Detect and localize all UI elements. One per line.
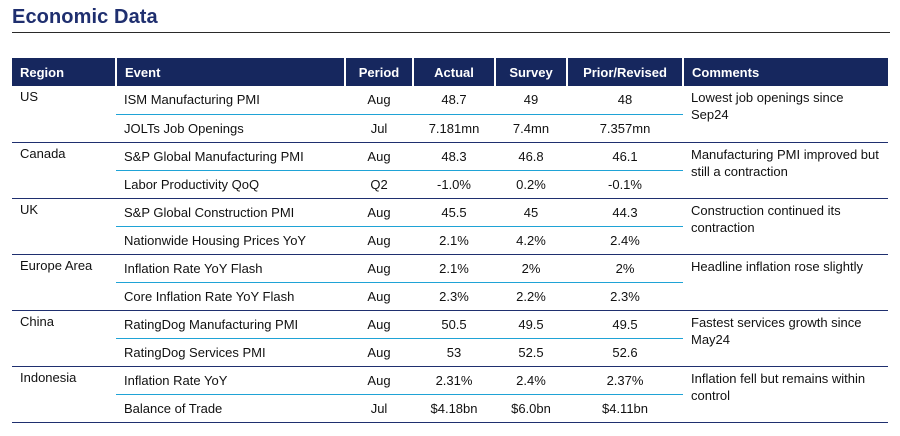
survey-cell: 45 <box>495 198 567 227</box>
region-cell: Indonesia <box>12 366 116 423</box>
table-row: RatingDog Services PMI Aug 53 52.5 52.6 <box>12 338 888 367</box>
survey-cell: 49.5 <box>495 310 567 339</box>
comment-cell: Inflation fell but remains within contro… <box>683 366 888 423</box>
survey-cell: 2.2% <box>495 282 567 311</box>
comment-cell: Headline inflation rose slightly <box>683 254 888 311</box>
table-row: JOLTs Job Openings Jul 7.181mn 7.4mn 7.3… <box>12 114 888 143</box>
event-cell: Inflation Rate YoY Flash <box>116 254 345 283</box>
period-cell: Aug <box>345 338 413 367</box>
actual-cell: 50.5 <box>413 310 495 339</box>
actual-cell: 2.1% <box>413 254 495 283</box>
period-cell: Aug <box>345 226 413 255</box>
table-row: Core Inflation Rate YoY Flash Aug 2.3% 2… <box>12 282 888 311</box>
survey-cell: 0.2% <box>495 170 567 199</box>
period-cell: Jul <box>345 114 413 143</box>
actual-cell: 2.3% <box>413 282 495 311</box>
prior-cell: 2.4% <box>567 226 683 255</box>
actual-cell: 7.181mn <box>413 114 495 143</box>
prior-cell: 44.3 <box>567 198 683 227</box>
prior-cell: 52.6 <box>567 338 683 367</box>
economic-data-table: Region Event Period Actual Survey Prior/… <box>12 58 888 423</box>
event-cell: ISM Manufacturing PMI <box>116 86 345 115</box>
prior-cell: -0.1% <box>567 170 683 199</box>
event-cell: RatingDog Manufacturing PMI <box>116 310 345 339</box>
period-cell: Aug <box>345 310 413 339</box>
survey-cell: $6.0bn <box>495 394 567 423</box>
comment-cell: Lowest job openings since Sep24 <box>683 86 888 143</box>
actual-cell: 2.31% <box>413 366 495 395</box>
period-cell: Aug <box>345 142 413 171</box>
table-row: Canada S&P Global Manufacturing PMI Aug … <box>12 142 888 199</box>
prior-cell: 7.357mn <box>567 114 683 143</box>
region-cell: Canada <box>12 142 116 199</box>
actual-cell: $4.18bn <box>413 394 495 423</box>
comment-cell: Manufacturing PMI improved but still a c… <box>683 142 888 199</box>
comment-cell: Construction continued its contraction <box>683 198 888 255</box>
survey-cell: 46.8 <box>495 142 567 171</box>
prior-cell: 2% <box>567 254 683 283</box>
header-actual: Actual <box>413 58 496 86</box>
header-comments: Comments <box>683 58 888 86</box>
table-row: China RatingDog Manufacturing PMI Aug 50… <box>12 310 888 367</box>
header-event: Event <box>116 58 346 86</box>
event-cell: S&P Global Construction PMI <box>116 198 345 227</box>
event-cell: S&P Global Manufacturing PMI <box>116 142 345 171</box>
period-cell: Jul <box>345 394 413 423</box>
title-divider <box>12 32 890 33</box>
event-cell: Inflation Rate YoY <box>116 366 345 395</box>
period-cell: Aug <box>345 366 413 395</box>
table-row: Indonesia Inflation Rate YoY Aug 2.31% 2… <box>12 366 888 423</box>
actual-cell: 53 <box>413 338 495 367</box>
period-cell: Aug <box>345 86 413 115</box>
prior-cell: 2.3% <box>567 282 683 311</box>
period-cell: Q2 <box>345 170 413 199</box>
survey-cell: 2% <box>495 254 567 283</box>
header-survey: Survey <box>495 58 568 86</box>
region-cell: Europe Area <box>12 254 116 311</box>
table-row: Labor Productivity QoQ Q2 -1.0% 0.2% -0.… <box>12 170 888 199</box>
survey-cell: 7.4mn <box>495 114 567 143</box>
comment-cell: Fastest services growth since May24 <box>683 310 888 367</box>
region-cell: UK <box>12 198 116 255</box>
actual-cell: 2.1% <box>413 226 495 255</box>
page-title: Economic Data <box>12 6 158 28</box>
prior-cell: 2.37% <box>567 366 683 395</box>
prior-cell: $4.11bn <box>567 394 683 423</box>
event-cell: RatingDog Services PMI <box>116 338 345 367</box>
table-row: Nationwide Housing Prices YoY Aug 2.1% 4… <box>12 226 888 255</box>
period-cell: Aug <box>345 254 413 283</box>
period-cell: Aug <box>345 198 413 227</box>
event-cell: Core Inflation Rate YoY Flash <box>116 282 345 311</box>
table-row: Europe Area Inflation Rate YoY Flash Aug… <box>12 254 888 311</box>
header-period: Period <box>345 58 414 86</box>
survey-cell: 4.2% <box>495 226 567 255</box>
actual-cell: 45.5 <box>413 198 495 227</box>
header-region: Region <box>12 58 117 86</box>
region-cell: China <box>12 310 116 367</box>
survey-cell: 2.4% <box>495 366 567 395</box>
actual-cell: 48.3 <box>413 142 495 171</box>
table-row: US ISM Manufacturing PMI Aug 48.7 49 48 … <box>12 86 888 143</box>
table-row: Balance of Trade Jul $4.18bn $6.0bn $4.1… <box>12 394 888 423</box>
header-prior-revised: Prior/Revised <box>567 58 684 86</box>
actual-cell: 48.7 <box>413 86 495 115</box>
table-row: UK S&P Global Construction PMI Aug 45.5 … <box>12 198 888 255</box>
period-cell: Aug <box>345 282 413 311</box>
survey-cell: 49 <box>495 86 567 115</box>
prior-cell: 48 <box>567 86 683 115</box>
event-cell: JOLTs Job Openings <box>116 114 345 143</box>
event-cell: Balance of Trade <box>116 394 345 423</box>
table-header-row: Region Event Period Actual Survey Prior/… <box>12 58 888 86</box>
prior-cell: 49.5 <box>567 310 683 339</box>
actual-cell: -1.0% <box>413 170 495 199</box>
event-cell: Nationwide Housing Prices YoY <box>116 226 345 255</box>
survey-cell: 52.5 <box>495 338 567 367</box>
event-cell: Labor Productivity QoQ <box>116 170 345 199</box>
region-cell: US <box>12 86 116 143</box>
prior-cell: 46.1 <box>567 142 683 171</box>
